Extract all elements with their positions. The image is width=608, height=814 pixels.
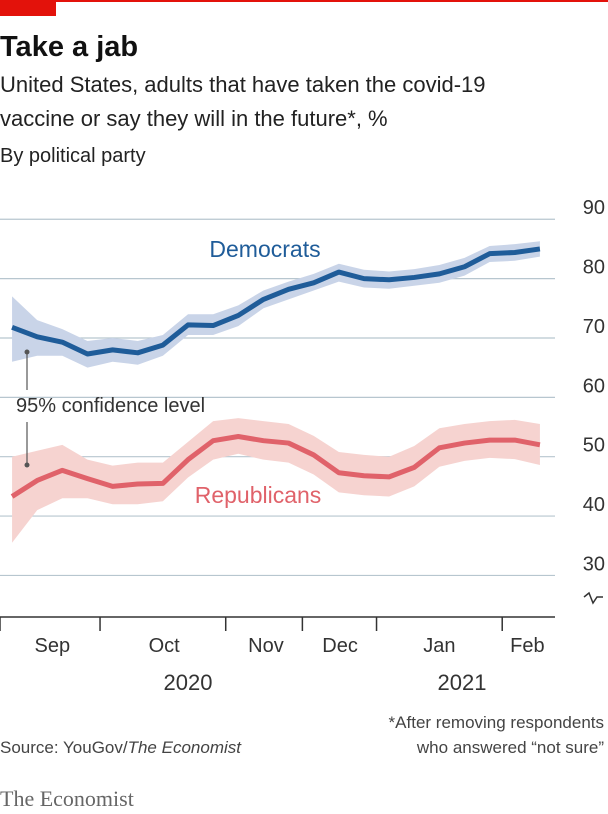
y-tick-label: 50 [583, 435, 605, 457]
annotation: 95% confidence level [16, 395, 205, 417]
y-tick-label: 90 [583, 197, 605, 219]
axis-break [583, 591, 603, 605]
confidence-band [12, 241, 540, 368]
y-tick-label: 60 [583, 375, 605, 397]
series-label: Democrats [209, 236, 320, 262]
x-tick-label: Feb [510, 635, 544, 657]
subtitle: vaccine or say they will in the future*,… [0, 106, 388, 131]
plot: 30 40 50 60 70 80 90 [0, 197, 605, 577]
leader-dot [24, 349, 30, 355]
top-rule [0, 0, 608, 2]
series-label: Republicans [195, 482, 322, 508]
subtitle: United States, adults that have taken th… [0, 72, 486, 97]
leader-dot [24, 462, 30, 468]
confidence-band [12, 418, 540, 543]
source-publication: The Economist [128, 738, 243, 757]
footnote: who answered “not sure” [416, 738, 604, 757]
series-line [11, 246, 541, 357]
subtitle2: By political party [0, 145, 146, 167]
red-tab [0, 0, 56, 16]
y-tick-label: 30 [583, 553, 605, 575]
year-label: 2020 [164, 670, 213, 695]
footnote: *After removing respondents [389, 713, 604, 732]
y-tick-label: 40 [583, 494, 605, 516]
brand: The Economist [0, 786, 134, 811]
chart-title: Take a jab [0, 31, 138, 63]
y-tick-label: 70 [583, 316, 605, 338]
series-line [10, 434, 541, 499]
source-text: Source: YouGov/ [0, 738, 128, 757]
source: Source: YouGov/The Economist [0, 738, 242, 757]
x-tick-label: Oct [149, 635, 181, 657]
x-tick-label: Dec [322, 635, 358, 657]
x-tick-label: Jan [423, 635, 455, 657]
y-tick-label: 80 [583, 257, 605, 279]
x-tick-label: Nov [248, 635, 284, 657]
year-label: 2021 [438, 670, 487, 695]
x-tick-label: Sep [34, 635, 70, 657]
